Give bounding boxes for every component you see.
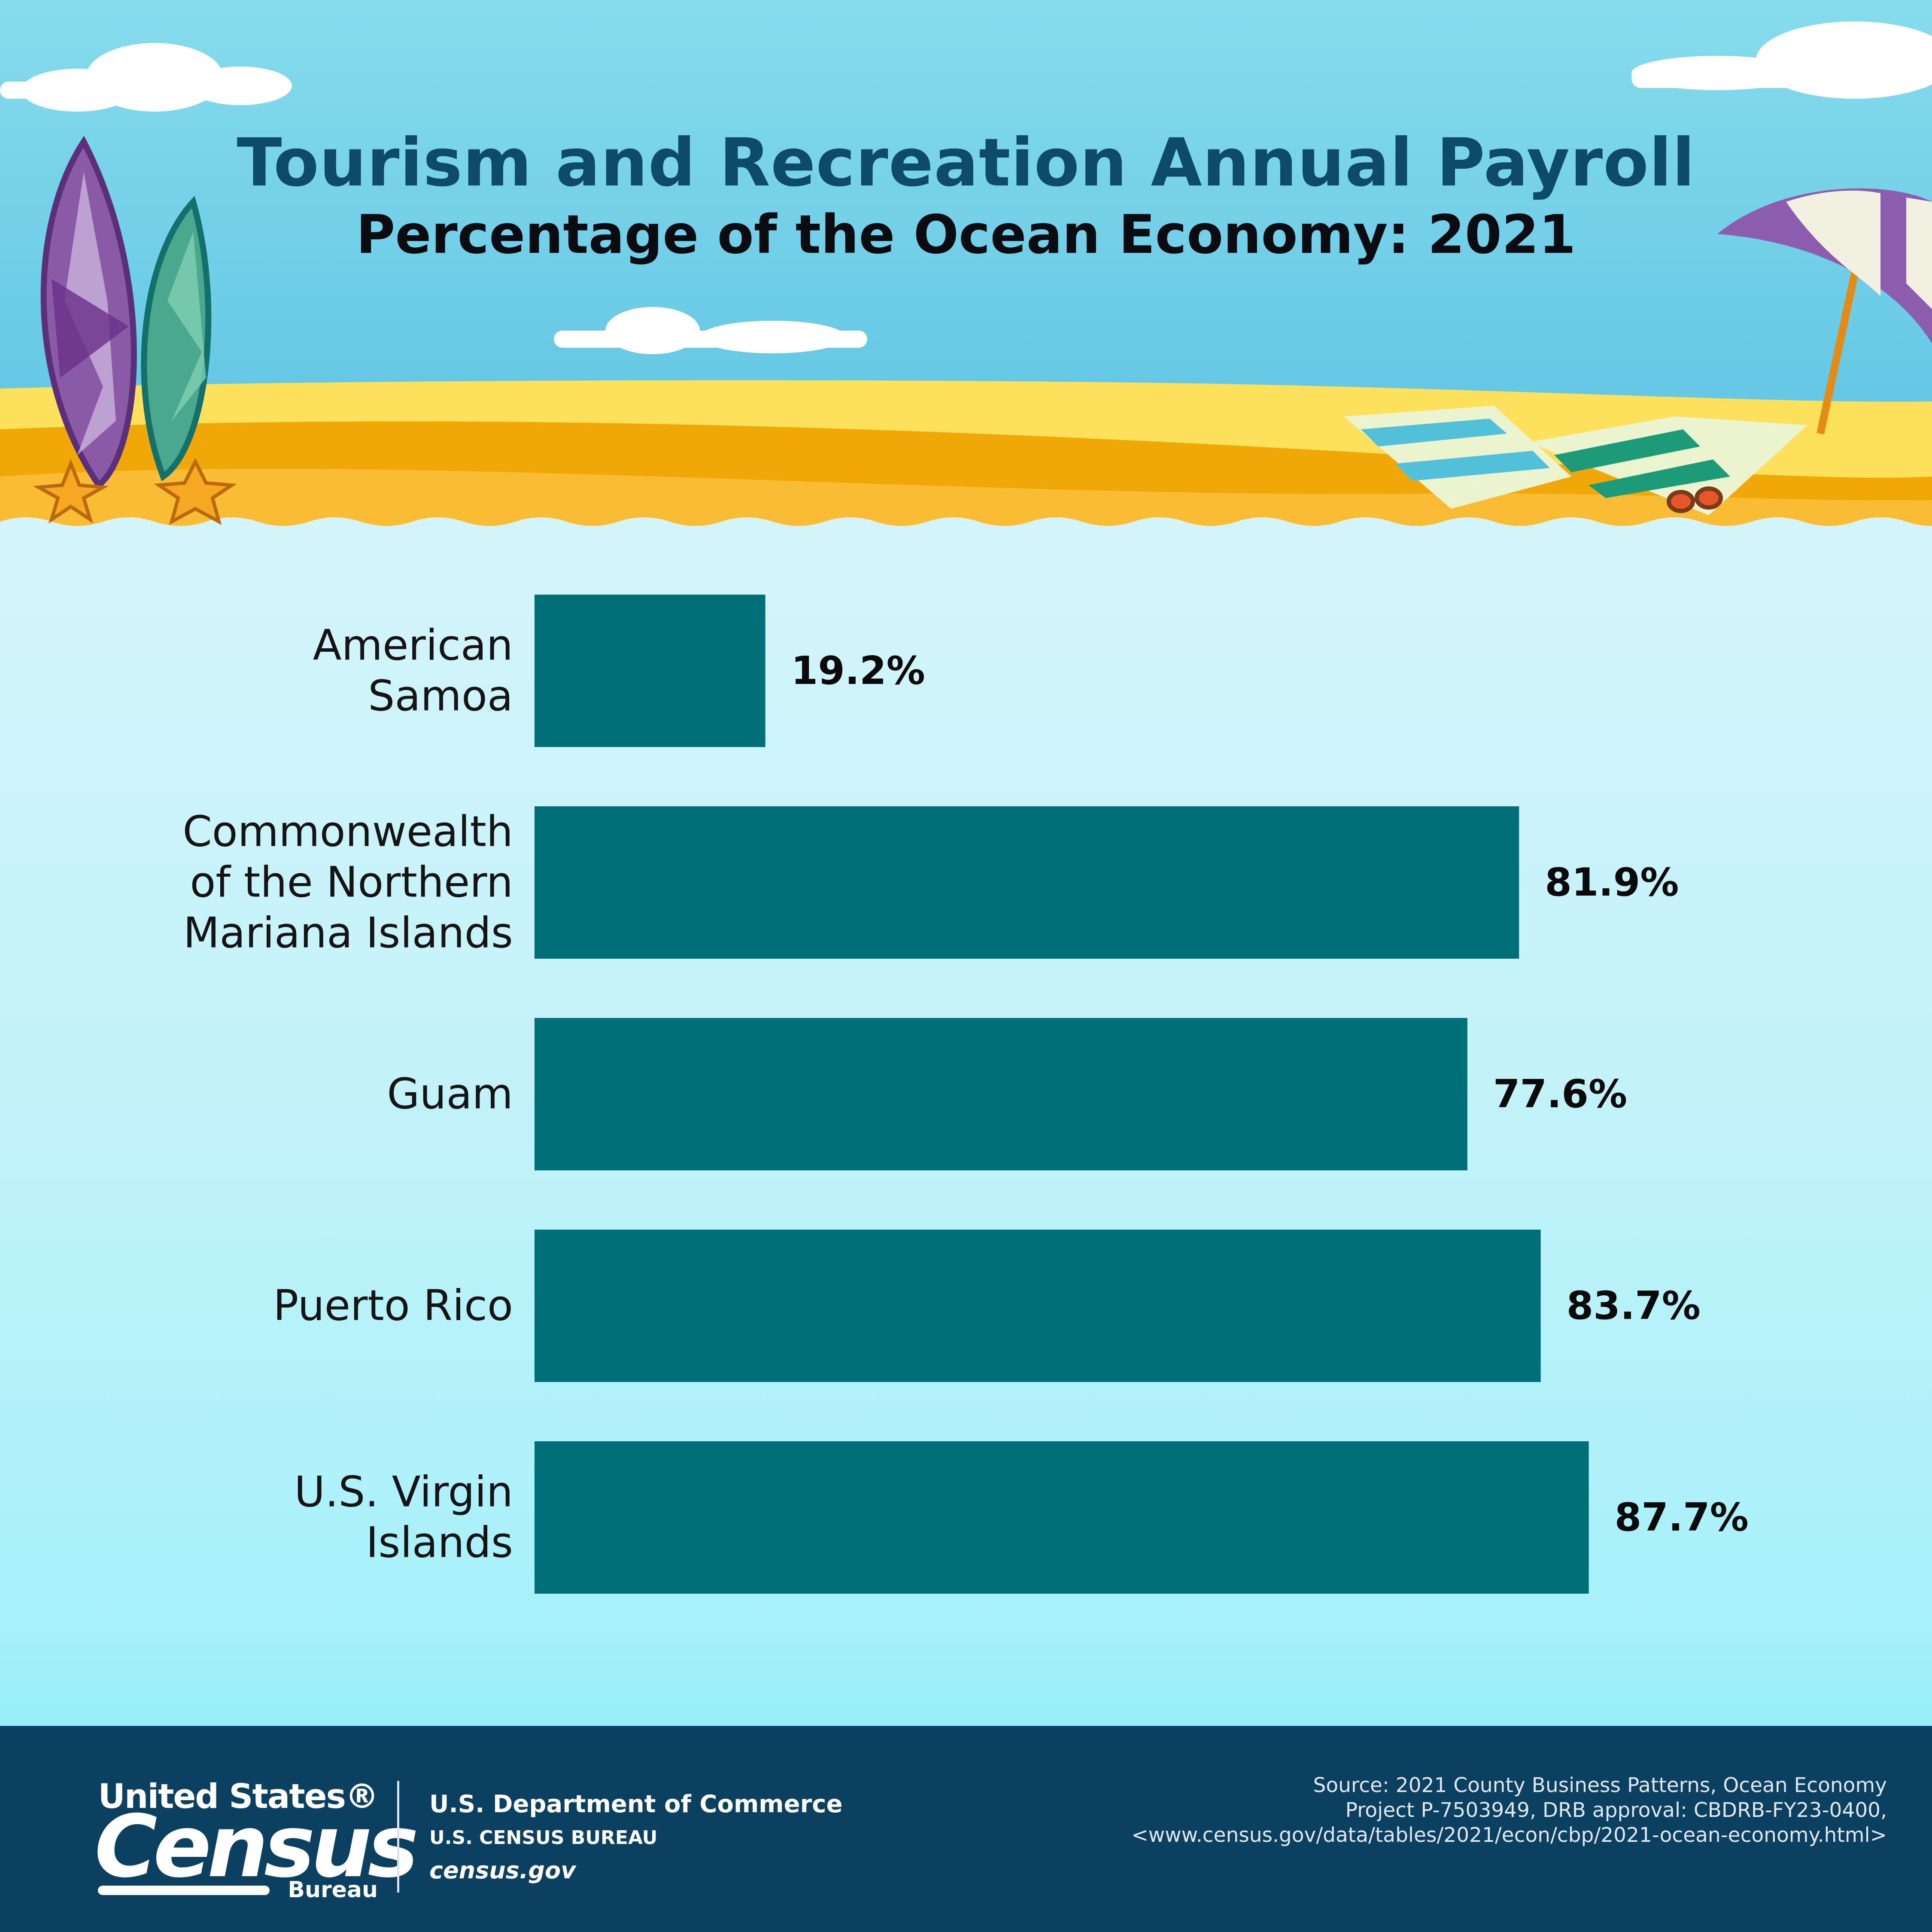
bar-value-label: 87.7% (1615, 1495, 1749, 1540)
footer: United States® Census Bureau U.S. Depart… (0, 1726, 1932, 1932)
category-label: of the Northern (190, 858, 513, 907)
cloud-icon (1631, 21, 1932, 99)
logo-top-text: United States® (98, 1777, 379, 1816)
bureau-name: U.S. CENSUS BUREAU (429, 1827, 658, 1849)
category-label: Islands (366, 1519, 513, 1567)
bar-value-label: 19.2% (791, 648, 925, 693)
purple-surfboard-icon (40, 136, 137, 490)
green-surfboard-icon (141, 196, 212, 481)
bar-value-label: 77.6% (1493, 1072, 1627, 1117)
sunglasses-icon (1667, 486, 1723, 513)
category-label: American (313, 621, 513, 670)
starfish-icon (33, 458, 237, 526)
source-line[interactable]: <www.census.gov/data/tables/2021/econ/cb… (1131, 1823, 1887, 1847)
beach-towel-blue-icon (1344, 406, 1571, 509)
sand-foreground (0, 468, 1932, 532)
source-note: Source: 2021 County Business Patterns, O… (1131, 1773, 1887, 1848)
census-bureau-logo[interactable]: United States® Census Bureau (94, 1777, 419, 1903)
beach-scene-illustration (0, 0, 1932, 532)
beach-umbrella-icon (1717, 188, 1932, 434)
category-label: Guam (387, 1070, 513, 1119)
category-label: U.S. Virgin (294, 1468, 513, 1517)
bar[interactable] (535, 1441, 1589, 1594)
category-label: Mariana Islands (183, 909, 513, 958)
bar[interactable] (535, 1018, 1467, 1170)
chart-title: Tourism and Recreation Annual Payroll (237, 125, 1695, 201)
source-line: Project P-7503949, DRB approval: CBDRB-F… (1345, 1798, 1887, 1822)
cloud-icon (0, 43, 292, 112)
category-label: Samoa (368, 672, 513, 721)
footer-divider (397, 1781, 399, 1893)
category-label: Commonwealth (182, 808, 513, 857)
shoreline-edge (0, 517, 1932, 532)
logo-main-text: Census (94, 1797, 419, 1897)
bar[interactable] (535, 1230, 1541, 1382)
bar-value-label: 83.7% (1567, 1283, 1701, 1328)
logo-underline (98, 1886, 270, 1895)
category-label: Puerto Rico (273, 1282, 513, 1331)
bar[interactable] (535, 806, 1519, 959)
logo-bottom-text: Bureau (288, 1877, 378, 1903)
website-link[interactable]: census.gov (429, 1857, 576, 1884)
bar-value-label: 81.9% (1545, 860, 1679, 905)
source-line: Source: 2021 County Business Patterns, O… (1313, 1774, 1887, 1797)
department-name: U.S. Department of Commerce (429, 1790, 843, 1818)
chart-subtitle: Percentage of the Ocean Economy: 2021 (356, 204, 1576, 266)
bar[interactable] (535, 595, 766, 747)
beach-towel-green-icon (1528, 416, 1807, 515)
cloud-icon (554, 307, 867, 354)
sky-background (0, 0, 1932, 429)
